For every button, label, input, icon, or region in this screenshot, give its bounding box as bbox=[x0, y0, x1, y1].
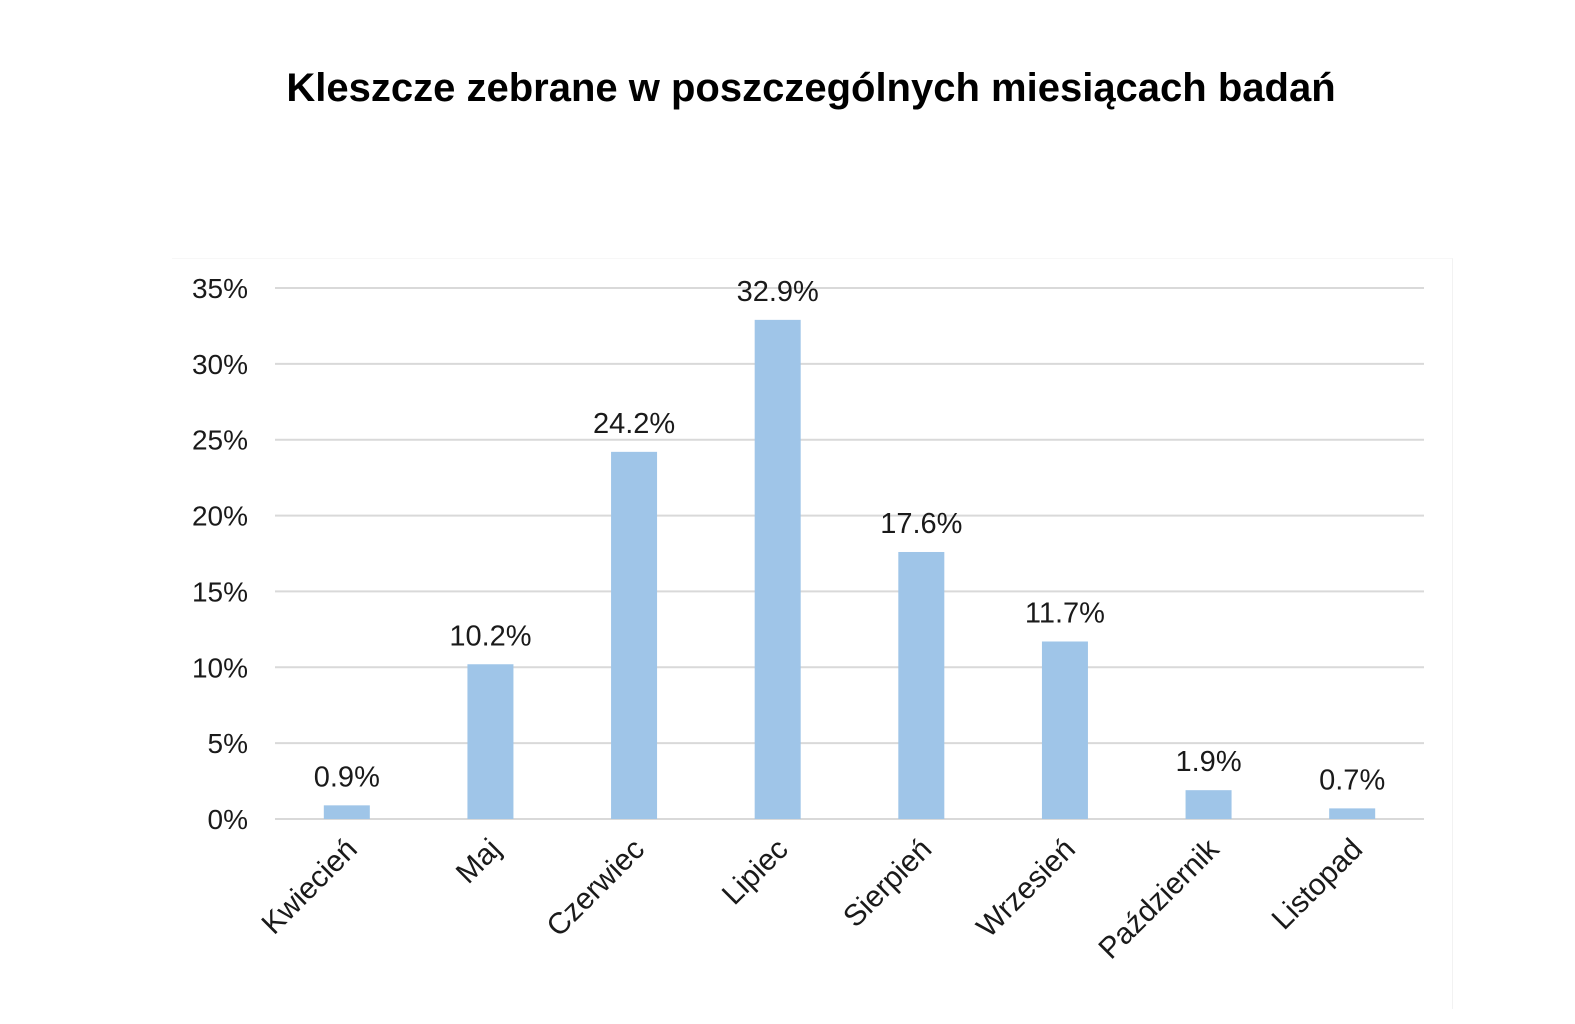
bar bbox=[1329, 808, 1376, 819]
data-label: 10.2% bbox=[449, 620, 531, 652]
x-category-label: Czerwiec bbox=[540, 833, 651, 944]
y-tick-label: 30% bbox=[192, 349, 248, 380]
y-tick-label: 10% bbox=[192, 652, 248, 683]
data-labels: 0.9% 10.2% 24.2% 32.9% 17.6% 11.7% 1.9% 0.7% bbox=[314, 276, 1385, 797]
bar bbox=[323, 805, 370, 819]
data-label: 32.9% bbox=[737, 276, 819, 308]
y-axis-ticks: 0% 5% 10% 15% 20% 25% 30% 35% bbox=[192, 273, 248, 835]
bar bbox=[611, 451, 658, 819]
x-category-label: Wrzesień bbox=[971, 833, 1082, 944]
gridlines bbox=[275, 287, 1424, 820]
bar bbox=[1185, 790, 1232, 819]
x-category-label: Sierpień bbox=[837, 833, 938, 934]
data-label: 24.2% bbox=[593, 408, 675, 440]
x-axis-categories: Kwiecień Maj Czerwiec Lipiec Sierpień Wrzesie… bbox=[256, 832, 1370, 966]
bar bbox=[467, 664, 514, 819]
y-tick-label: 15% bbox=[192, 576, 248, 607]
bar bbox=[1041, 641, 1088, 819]
bar bbox=[754, 319, 801, 819]
x-category-label: Październik bbox=[1093, 832, 1227, 966]
x-category-label: Maj bbox=[450, 833, 508, 891]
y-tick-label: 35% bbox=[192, 273, 248, 304]
chart-area: 0% 5% 10% 15% 20% 25% 30% 35% 0.9% 10.2% 24.2% 32.… bbox=[172, 258, 1453, 1009]
data-label: 0.7% bbox=[1319, 764, 1385, 796]
x-category-label: Kwiecień bbox=[256, 833, 364, 941]
chart-title: Kleszcze zebrane w poszczególnych miesią… bbox=[286, 66, 1336, 110]
data-label: 17.6% bbox=[880, 508, 962, 540]
x-category-label: Listopad bbox=[1266, 833, 1370, 937]
x-category-label: Lipiec bbox=[716, 833, 795, 912]
y-tick-label: 25% bbox=[192, 425, 248, 456]
y-tick-label: 0% bbox=[208, 804, 248, 835]
data-label: 1.9% bbox=[1176, 746, 1242, 778]
bar-chart: 0% 5% 10% 15% 20% 25% 30% 35% 0.9% 10.2% 24.2% 32.… bbox=[192, 273, 1424, 966]
bar bbox=[898, 551, 945, 819]
bars bbox=[323, 319, 1376, 819]
data-label: 0.9% bbox=[314, 761, 380, 793]
data-label: 11.7% bbox=[1025, 597, 1105, 629]
y-tick-label: 5% bbox=[208, 728, 248, 759]
y-tick-label: 20% bbox=[192, 501, 248, 532]
